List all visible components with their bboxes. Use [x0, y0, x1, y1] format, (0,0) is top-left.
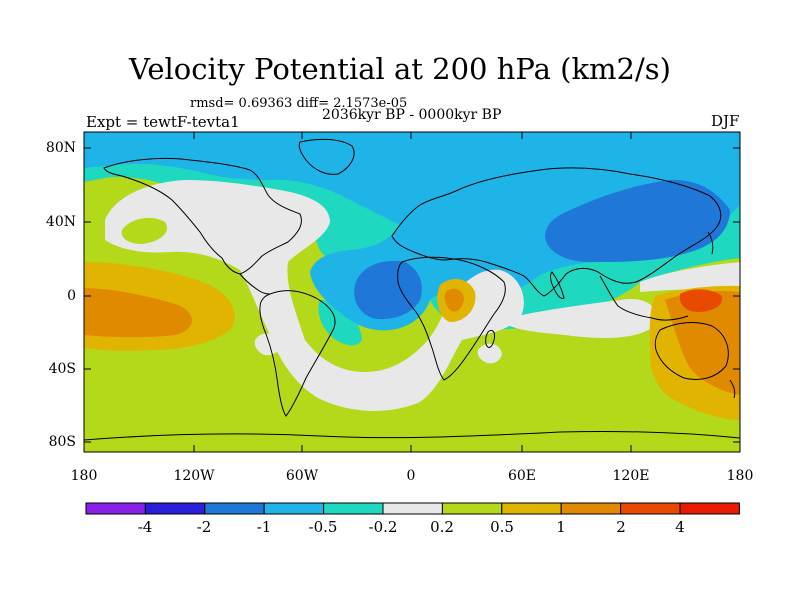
- lon-label-180e: 180: [726, 468, 754, 484]
- colorbar-swatch: [441, 502, 503, 515]
- lat-label-80n: 80N: [45, 140, 76, 156]
- colorbar: [85, 502, 740, 515]
- map-title: Velocity Potential at 200 hPa (km2/s): [129, 52, 671, 86]
- contour-neutral-madagascar-south: [477, 343, 502, 364]
- coastlines: [84, 138, 740, 441]
- colorbar-swatch: [620, 502, 681, 515]
- coast-north-america: [103, 157, 302, 275]
- lon-label-180w: 180: [70, 468, 98, 484]
- lat-label-40s: 40S: [48, 361, 76, 377]
- contour-orange-east-pacific: [84, 288, 192, 338]
- colorbar-swatch: [85, 502, 146, 515]
- contour-blue-eurasia: [545, 179, 730, 262]
- coast-south-america: [259, 290, 336, 417]
- lon-label-60e: 60E: [507, 468, 537, 484]
- colorbar-swatch: [679, 502, 740, 515]
- lat-label-40n: 40N: [45, 214, 76, 230]
- coast-india: [550, 271, 565, 299]
- colorbar-swatch: [323, 502, 384, 515]
- stats-line: rmsd= 0.69363 diff= 2.1573e-05: [190, 96, 408, 111]
- coast-new-zealand: [729, 379, 736, 399]
- lon-label-0: 0: [406, 468, 416, 484]
- contour-cyan-atlantic: [318, 300, 362, 346]
- contour-orange-central-africa: [444, 288, 464, 312]
- lat-label-0: 0: [67, 288, 76, 304]
- lon-label-120w: 120W: [173, 468, 215, 484]
- coast-japan: [707, 231, 714, 255]
- experiment-label: Expt = tewtF-tevta1: [86, 113, 240, 131]
- map-frame: [83, 131, 741, 453]
- colorbar-label-6: 0.2: [430, 518, 454, 536]
- contour-field: [84, 132, 740, 452]
- colorbar-label-7: 0.5: [490, 518, 514, 536]
- colorbar-label-3: -1: [256, 518, 272, 536]
- colorbar-swatch: [501, 502, 562, 515]
- coast-southeast-asia: [599, 275, 689, 321]
- contour-neutral-indian-ocean: [500, 299, 657, 338]
- lat-label-80s: 80S: [48, 434, 76, 450]
- contour-lightblue: [84, 132, 740, 331]
- colorbar-swatch: [144, 502, 206, 515]
- lon-label-60w: 60W: [285, 468, 319, 484]
- contour-neutral-west-pacific: [640, 262, 740, 292]
- colorbar-label-9: 2: [616, 518, 626, 536]
- contour-blue-atlantic: [354, 260, 422, 320]
- coast-greenland: [298, 138, 355, 175]
- colorbar-swatch: [204, 502, 265, 515]
- coast-africa: [397, 256, 506, 381]
- colorbar-label-5: -0.2: [368, 518, 398, 536]
- coast-antarctica: [84, 430, 740, 441]
- colorbar-swatch: [560, 502, 622, 515]
- coast-central-america: [239, 273, 271, 295]
- colorbar-label-4: -0.5: [308, 518, 338, 536]
- lon-label-120e: 120E: [612, 468, 650, 484]
- colorbar-label-8: 1: [556, 518, 566, 536]
- colorbar-label-1: -4: [137, 518, 153, 536]
- colorbar-swatch: [382, 502, 443, 515]
- season-label: DJF: [711, 112, 740, 130]
- colorbar-swatch: [263, 502, 325, 515]
- axis-ticks: [84, 132, 740, 452]
- coast-australia: [654, 322, 729, 380]
- colorbar-label-10: 4: [675, 518, 685, 536]
- coast-eurasia: [391, 167, 722, 297]
- contour-neutral-patagonia: [254, 333, 281, 356]
- colorbar-label-2: -2: [196, 518, 212, 536]
- contour-green-nw-atlantic: [121, 217, 168, 244]
- contour-redorange-west-pacific: [679, 289, 723, 312]
- coast-madagascar: [485, 329, 495, 348]
- period-label: 2036kyr BP - 0000kyr BP: [322, 107, 502, 123]
- contour-neutral-north-america: [105, 180, 524, 411]
